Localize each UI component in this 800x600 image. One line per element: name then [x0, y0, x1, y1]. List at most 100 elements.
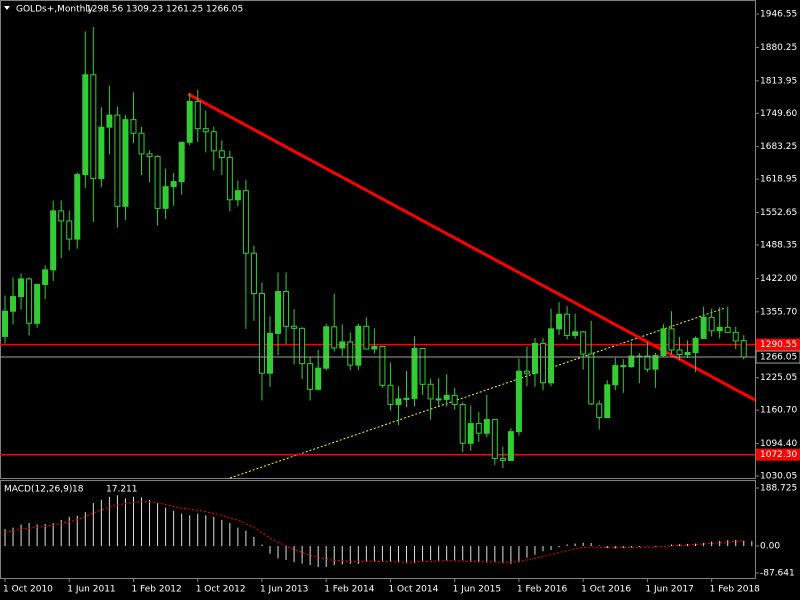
- candle-body: [708, 316, 715, 332]
- candle-body: [724, 326, 731, 333]
- candle-body: [740, 340, 747, 358]
- candle-body: [122, 119, 129, 207]
- y-tick-label: 1488.35: [760, 240, 797, 250]
- y-tick-label: 1160.70: [760, 406, 797, 416]
- candle-body: [684, 352, 691, 356]
- candle-body: [66, 220, 73, 240]
- candle-body: [604, 384, 611, 419]
- candle-body: [483, 419, 490, 434]
- candle-body: [74, 174, 81, 240]
- candle-body: [588, 353, 595, 405]
- menu-arrow[interactable]: [4, 6, 10, 10]
- indicator-frame: [0, 480, 756, 579]
- y-tick-label: 1225.05: [760, 373, 797, 383]
- candle-body: [355, 325, 362, 366]
- candle-body: [34, 283, 41, 324]
- x-tick-label: 1 Jun 2017: [645, 585, 693, 595]
- candle-body: [258, 293, 265, 374]
- candle-body: [540, 342, 547, 384]
- candle-body: [210, 131, 217, 152]
- x-tick-label: 1 Jun 2011: [67, 585, 115, 595]
- candle-body: [620, 365, 627, 368]
- candle-body: [700, 316, 707, 339]
- candle-body: [363, 325, 370, 350]
- candle-body: [307, 363, 314, 390]
- candle-body: [10, 296, 17, 312]
- candle-body: [379, 345, 386, 386]
- candle-body: [716, 326, 723, 332]
- y-tick-label: 1552.65: [760, 208, 797, 218]
- candle-body: [644, 355, 651, 370]
- indicator-name: MACD(12,26,9): [4, 485, 72, 495]
- candle-body: [178, 141, 185, 183]
- x-tick-label: 1 Feb 2014: [324, 585, 375, 595]
- candle-body: [596, 403, 603, 419]
- x-tick-label: 1 Feb 2018: [710, 585, 761, 595]
- candle-body: [146, 153, 153, 157]
- indicator-signal-value: 17.211: [106, 485, 138, 495]
- candle-body: [266, 332, 273, 374]
- candle-body: [170, 181, 177, 188]
- candle-body: [275, 291, 282, 334]
- candle-body: [523, 370, 530, 374]
- header-high: 1309.23: [126, 5, 163, 15]
- candle-body: [403, 397, 410, 400]
- candle-body: [299, 327, 306, 365]
- header-low: 1261.25: [166, 5, 203, 15]
- candle-body: [98, 126, 105, 180]
- candle-body: [339, 341, 346, 349]
- candle-body: [467, 423, 474, 444]
- candle-body: [459, 403, 466, 444]
- current-price-box: [755, 350, 800, 364]
- candle-body: [186, 100, 193, 143]
- y-tick-label: 1422.00: [760, 274, 797, 284]
- x-tick-label: 1 Oct 2014: [388, 585, 438, 595]
- header-close: 1266.05: [206, 5, 243, 15]
- candle-body: [507, 431, 514, 461]
- candle-body: [202, 128, 209, 133]
- candle-body: [652, 355, 659, 370]
- candle-body: [226, 156, 233, 201]
- candle-body: [451, 394, 458, 405]
- candle-body: [556, 313, 563, 330]
- x-tick-label: 1 Jun 2015: [453, 585, 501, 595]
- candle-body: [660, 328, 667, 357]
- y-tick-label: 1030.05: [760, 472, 797, 482]
- candle-body: [283, 291, 290, 327]
- x-tick-label: 1 Oct 2016: [581, 585, 631, 595]
- trendline-dashed: [229, 307, 726, 479]
- candle-body: [250, 252, 257, 295]
- candle-body: [580, 331, 587, 355]
- x-tick-label: 1 Jun 2013: [260, 585, 308, 595]
- candle-body: [218, 150, 225, 158]
- y-tick-label: 1813.95: [760, 76, 797, 86]
- y-tick-label: 1880.25: [760, 43, 797, 53]
- candle-body: [26, 278, 33, 324]
- level-label-box: [756, 338, 800, 351]
- main-frame: [0, 0, 756, 479]
- candle-body: [515, 370, 522, 433]
- candle-body: [242, 190, 249, 254]
- candle-body: [427, 383, 434, 400]
- header-open: 1298.56: [86, 5, 123, 15]
- candle-body: [42, 269, 49, 285]
- candle-body: [90, 74, 97, 180]
- candle-body: [114, 114, 121, 207]
- y2-tick-label: 188.725: [760, 483, 797, 493]
- candle-body: [668, 328, 675, 351]
- y2-tick-label: -87.641: [760, 568, 795, 578]
- y-tick-label: 1094.40: [760, 439, 797, 449]
- x-tick-label: 1 Oct 2010: [3, 585, 53, 595]
- candle-body: [130, 119, 137, 134]
- candle-body: [162, 186, 169, 209]
- candle-body: [387, 384, 394, 405]
- candle-body: [58, 210, 65, 222]
- indicator-macd-value: 18: [72, 485, 84, 495]
- candle-body: [572, 331, 579, 336]
- candle-body: [491, 419, 498, 459]
- current-price-label: 1266.05: [760, 353, 797, 363]
- candle-body: [50, 210, 57, 271]
